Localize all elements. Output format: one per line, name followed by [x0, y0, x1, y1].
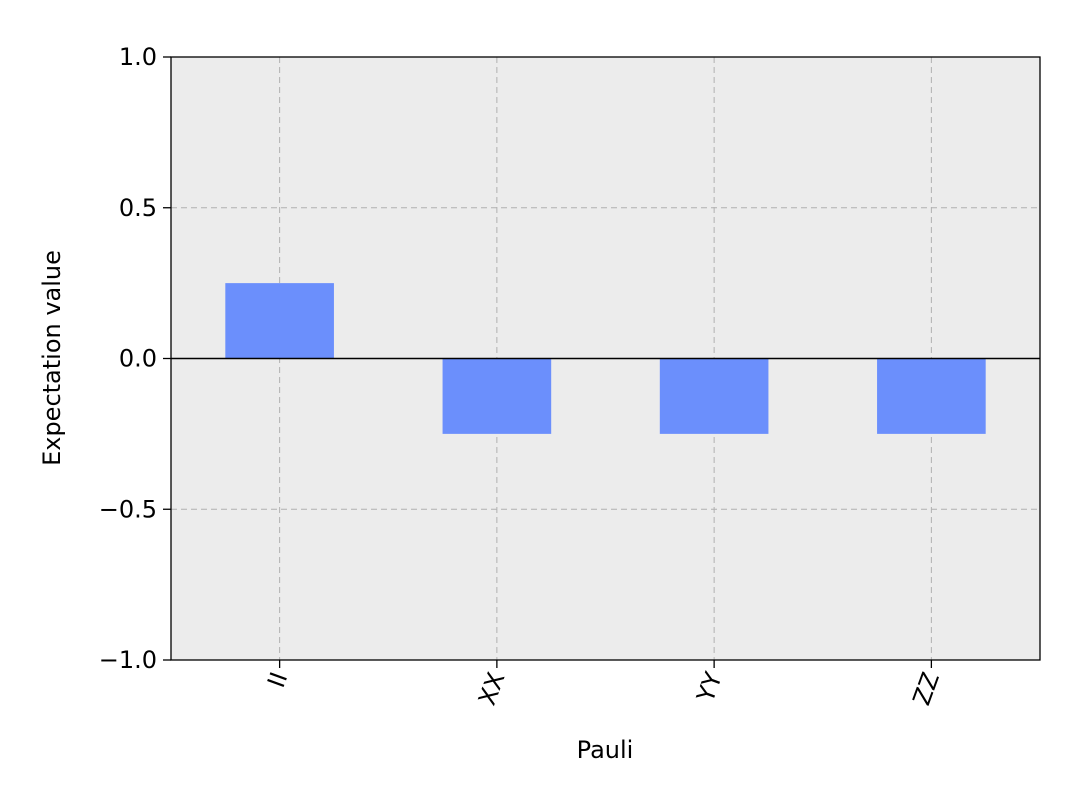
y-tick-label: 0.0 — [119, 345, 157, 373]
y-tick-label: 1.0 — [119, 43, 157, 71]
y-tick-label: −0.5 — [99, 495, 157, 523]
bar-yy — [659, 358, 769, 434]
x-tick-label: ZZ — [907, 668, 945, 708]
bar-ii — [225, 283, 334, 359]
bar-zz — [877, 358, 986, 434]
x-ticks: II XX YY ZZ — [262, 660, 945, 709]
y-tick-label: −1.0 — [99, 646, 157, 674]
x-tick-label: XX — [473, 668, 511, 708]
x-axis-label: Pauli — [577, 736, 634, 764]
y-axis-label: Expectation value — [38, 250, 66, 466]
x-tick-label: II — [262, 668, 293, 691]
y-ticks: 1.0 0.5 0.0 −0.5 −1.0 — [99, 43, 171, 674]
bar-xx — [442, 358, 552, 434]
x-tick-label: YY — [691, 668, 728, 706]
bars — [225, 283, 986, 434]
y-tick-label: 0.5 — [119, 194, 157, 222]
